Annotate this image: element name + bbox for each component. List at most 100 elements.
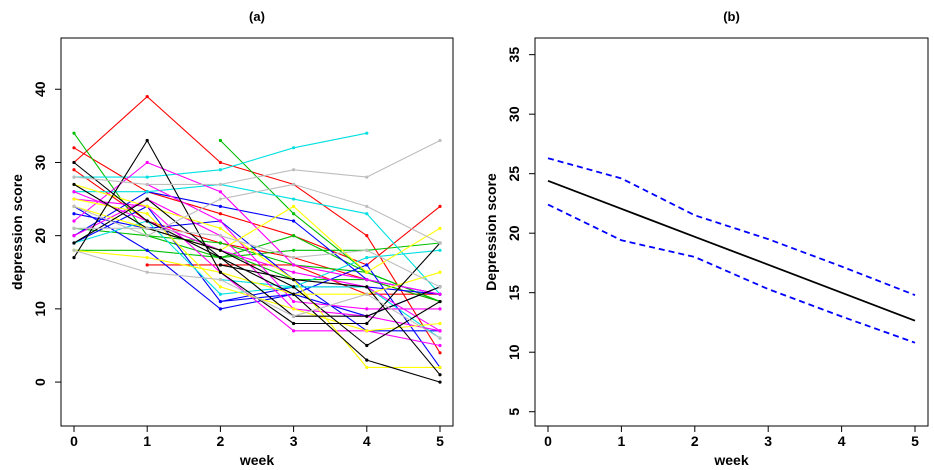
data-point — [292, 321, 296, 326]
data-point — [365, 314, 369, 318]
data-point — [438, 343, 442, 348]
data-point — [365, 248, 369, 252]
x-tick-label: 5 — [911, 433, 919, 449]
data-point — [218, 285, 222, 289]
data-point — [438, 380, 442, 384]
data-point — [365, 307, 369, 311]
data-point — [365, 277, 369, 282]
x-tick-label: 4 — [363, 433, 371, 449]
data-point — [365, 212, 369, 216]
data-point — [365, 329, 369, 333]
data-point — [365, 270, 369, 274]
data-point — [145, 197, 149, 201]
data-point — [72, 131, 76, 135]
data-point — [292, 263, 296, 267]
data-point — [218, 234, 222, 238]
plot-frame — [534, 37, 929, 427]
y-tick-label: 0 — [32, 378, 48, 386]
data-point — [145, 138, 149, 143]
data-point — [72, 204, 76, 208]
data-point — [218, 299, 222, 304]
series-1 — [547, 157, 916, 296]
data-point — [438, 241, 442, 245]
y-tick-label: 20 — [506, 225, 522, 241]
series-0 — [547, 179, 916, 322]
data-point — [218, 256, 222, 260]
series-line — [73, 183, 441, 244]
data-point — [365, 292, 369, 296]
x-tick-label: 2 — [217, 433, 225, 449]
data-point — [72, 197, 76, 201]
series-line — [73, 249, 441, 295]
series-line — [73, 183, 440, 368]
data-point — [438, 351, 442, 355]
x-tick-label: 5 — [436, 433, 444, 449]
data-point — [145, 160, 149, 165]
x-axis-label: week — [239, 452, 274, 468]
x-tick-label: 0 — [544, 433, 552, 449]
series-line — [73, 249, 441, 339]
data-point — [365, 285, 369, 289]
series-line — [73, 140, 441, 185]
data-point — [72, 248, 76, 252]
data-point — [218, 219, 222, 223]
data-point — [365, 256, 369, 260]
data-point — [72, 160, 76, 165]
x-tick-label: 3 — [290, 433, 298, 449]
x-axis-label: week — [713, 452, 748, 468]
y-tick-label: 10 — [506, 344, 522, 360]
y-tick-label: 20 — [32, 228, 48, 244]
series-5 — [72, 131, 442, 304]
panel-a: (a) 0 1 2 3 4 5 0 10 20 30 40 week depression score — [9, 9, 454, 468]
data-point — [218, 204, 222, 208]
data-point — [292, 204, 296, 208]
series-line — [220, 264, 441, 376]
series-line — [73, 205, 441, 303]
data-point — [72, 168, 76, 172]
y-tick-label: 35 — [506, 47, 522, 63]
series-line — [73, 169, 441, 303]
series-line — [547, 157, 916, 296]
data-point — [365, 131, 369, 135]
data-point — [365, 321, 369, 326]
series-line — [73, 147, 441, 266]
data-point — [292, 168, 296, 172]
data-point — [145, 226, 149, 230]
data-point — [438, 292, 442, 296]
data-point — [438, 336, 442, 340]
data-point — [365, 343, 369, 348]
data-point — [72, 241, 76, 245]
data-point — [218, 160, 222, 165]
data-point — [292, 219, 296, 223]
data-point — [218, 226, 222, 230]
data-point — [292, 256, 296, 260]
data-point — [145, 190, 149, 194]
data-point — [218, 241, 222, 245]
data-point — [365, 365, 369, 370]
series-line — [73, 198, 441, 317]
data-point — [365, 263, 369, 267]
y-tick-label: 40 — [32, 81, 48, 97]
series-line — [220, 140, 441, 303]
data-point — [145, 175, 149, 179]
data-point — [72, 234, 76, 238]
data-point — [145, 270, 149, 274]
data-point — [292, 197, 296, 201]
series-line — [73, 205, 441, 273]
series-line — [73, 162, 441, 383]
data-point — [72, 212, 76, 216]
data-point — [438, 226, 442, 230]
y-axis-label: depression score — [9, 174, 25, 290]
data-point — [292, 329, 296, 333]
data-point — [292, 182, 296, 187]
data-point — [145, 256, 149, 260]
data-point — [218, 168, 222, 172]
series-line — [73, 213, 440, 332]
data-point — [218, 248, 222, 252]
panel-b: (b) 0 1 2 3 4 5 5 10 15 20 25 30 35 week Depression sco… — [483, 9, 929, 468]
y-tick-label: 15 — [506, 285, 522, 301]
series-14 — [72, 131, 369, 179]
data-point — [438, 138, 442, 143]
data-point — [145, 94, 149, 99]
